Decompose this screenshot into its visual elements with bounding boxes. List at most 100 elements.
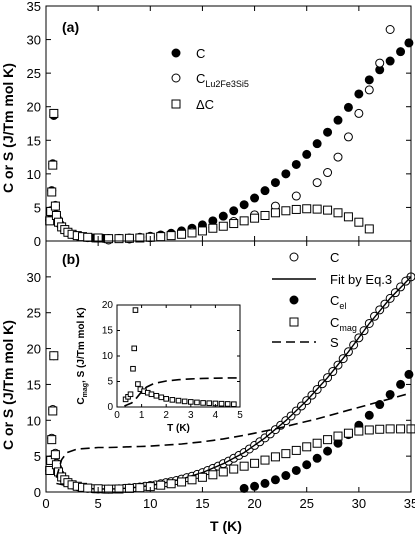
a-point--c-25 bbox=[197, 226, 207, 236]
inset-xtick-label-1: 1 bbox=[139, 410, 145, 421]
a-point--c-31 bbox=[260, 210, 270, 220]
a-ytick-label-0: 0 bbox=[34, 234, 41, 249]
a-point-c-lu2fe3si5-15 bbox=[364, 85, 374, 95]
b-xtick-label-10: 10 bbox=[143, 496, 157, 511]
legend-layer: (a) C CLu2Fe3Si5 ΔC (b) C Fit by Eq.3 Cel Cmag S bbox=[62, 19, 392, 350]
inset-point-c-mag-20 bbox=[206, 400, 213, 406]
b-point-c-mag-38 bbox=[333, 431, 343, 441]
b-point-c-mag-36 bbox=[312, 438, 322, 448]
a-point-c-lu2fe3si5-11 bbox=[323, 168, 333, 178]
inset-point-c-mag-23 bbox=[224, 401, 231, 407]
b-point-c-el-8 bbox=[323, 446, 333, 456]
a-point--c-38 bbox=[333, 208, 343, 218]
b-xtick-label-30: 30 bbox=[352, 496, 366, 511]
inset-series-s-line bbox=[124, 377, 240, 407]
b-frame bbox=[45, 240, 412, 493]
b-point-c-mag-32 bbox=[270, 452, 280, 462]
a-point--c-17 bbox=[114, 234, 124, 244]
b-legend-label-0: C bbox=[330, 250, 339, 265]
b-point-c-mag-3 bbox=[48, 406, 58, 416]
a-point--c-27 bbox=[218, 221, 228, 231]
inset-point-c-mag-5 bbox=[132, 307, 139, 313]
b-point-c-mag-18 bbox=[124, 483, 134, 493]
inset-point-c-mag-19 bbox=[200, 400, 206, 406]
a-point--c-14 bbox=[83, 232, 93, 242]
a-point-c-37 bbox=[250, 193, 260, 203]
b-point-c-mag-33 bbox=[281, 449, 291, 459]
a-point-c-47 bbox=[354, 89, 364, 99]
b-xtick-label-25: 25 bbox=[299, 496, 313, 511]
b-point-c-mag-28 bbox=[229, 464, 239, 474]
a-point--c-23 bbox=[177, 229, 187, 239]
b-point-c-mag-4 bbox=[49, 351, 59, 361]
b-point-c-mag-39 bbox=[343, 428, 353, 438]
b-point-c-el-0 bbox=[239, 483, 249, 493]
b-point-c-mag-25 bbox=[197, 472, 207, 482]
inset-ytick-label-20: 20 bbox=[102, 300, 114, 311]
inset-point-c-mag-14 bbox=[169, 397, 176, 403]
x-axis-label: T (K) bbox=[210, 518, 242, 534]
a-point-c-40 bbox=[281, 169, 291, 179]
b-point-c-el-3 bbox=[270, 475, 280, 485]
b-point-c-mag-40 bbox=[354, 426, 364, 436]
a-point-c-52 bbox=[404, 38, 414, 48]
a-point-c-lu2fe3si5-12 bbox=[333, 152, 343, 162]
a-point-c-39 bbox=[270, 178, 280, 188]
b-ytick-label-5: 5 bbox=[34, 449, 41, 464]
inset-x-axis-label: T (K) bbox=[167, 423, 190, 434]
b-legend-marker-2 bbox=[289, 295, 299, 305]
b-xtick-label-15: 15 bbox=[195, 496, 209, 511]
b-point-c-el-15 bbox=[396, 379, 406, 389]
panel-a-label: (a) bbox=[62, 19, 79, 35]
a-point-c-51 bbox=[396, 47, 406, 57]
inset-point-c-mag-6 bbox=[135, 381, 141, 387]
a-point--c-39 bbox=[343, 212, 353, 222]
b-point-c-mag-19 bbox=[135, 483, 145, 493]
a-point-c-lu2fe3si5-13 bbox=[343, 132, 353, 142]
b-point-c-mag-29 bbox=[239, 461, 249, 471]
b-point-c-el-16 bbox=[404, 369, 414, 379]
b-point-c-mag-27 bbox=[218, 467, 228, 477]
inset-point-c-mag-12 bbox=[158, 394, 165, 401]
b-series-s-line bbox=[55, 392, 412, 478]
b-point-c-mag-14 bbox=[83, 483, 93, 493]
inset-point-c-mag-2 bbox=[127, 391, 134, 398]
inset-point-c-mag-18 bbox=[194, 399, 200, 406]
a-point-c-41 bbox=[291, 159, 301, 169]
b-point-c-el-12 bbox=[364, 410, 374, 420]
a-ytick-label-20: 20 bbox=[27, 100, 41, 115]
b-ytick-label-30: 30 bbox=[27, 270, 41, 285]
a-point-c-45 bbox=[333, 115, 343, 125]
inset-xtick-label-3: 3 bbox=[188, 410, 194, 421]
inset-background bbox=[117, 305, 240, 407]
a-point-c-48 bbox=[364, 75, 374, 85]
a-point--c-5 bbox=[50, 201, 60, 211]
b-point-c-mag-26 bbox=[208, 470, 218, 480]
inset-ytick-label-10: 10 bbox=[102, 351, 114, 362]
a-legend-marker-2 bbox=[171, 99, 181, 109]
b-ytick-label-25: 25 bbox=[27, 306, 41, 321]
a-point--c-28 bbox=[229, 219, 239, 229]
a-point-c-46 bbox=[343, 102, 353, 112]
b-point-c-el-6 bbox=[302, 460, 312, 470]
b-xtick-label-0: 0 bbox=[42, 496, 49, 511]
b-point-c-mag-2 bbox=[47, 435, 57, 445]
b-legend-label-4: S bbox=[330, 335, 339, 350]
b-point-c-mag-35 bbox=[302, 442, 312, 452]
y-axis-label-top: C or S (J/Tm mol K) bbox=[0, 63, 16, 193]
a-frame bbox=[45, 5, 412, 242]
b-point-c-mag-44 bbox=[396, 424, 406, 434]
b-ytick-label-20: 20 bbox=[27, 342, 41, 357]
b-point-c-mag-21 bbox=[156, 480, 166, 490]
a-legend-label-2: ΔC bbox=[196, 97, 214, 112]
inset-point-c-mag-10 bbox=[148, 391, 155, 398]
inset-ytick-label-5: 5 bbox=[107, 377, 113, 388]
b-point-c-mag-16 bbox=[104, 484, 114, 494]
b-legend-label-2: Cel bbox=[330, 293, 346, 311]
a-point-c-34 bbox=[218, 211, 228, 221]
a-point-c-lu2fe3si5-17 bbox=[385, 25, 395, 34]
a-point-c-lu2fe3si5-9 bbox=[291, 191, 301, 201]
a-point-c-lu2fe3si5-16 bbox=[375, 58, 385, 68]
a-point--c-33 bbox=[281, 206, 291, 216]
